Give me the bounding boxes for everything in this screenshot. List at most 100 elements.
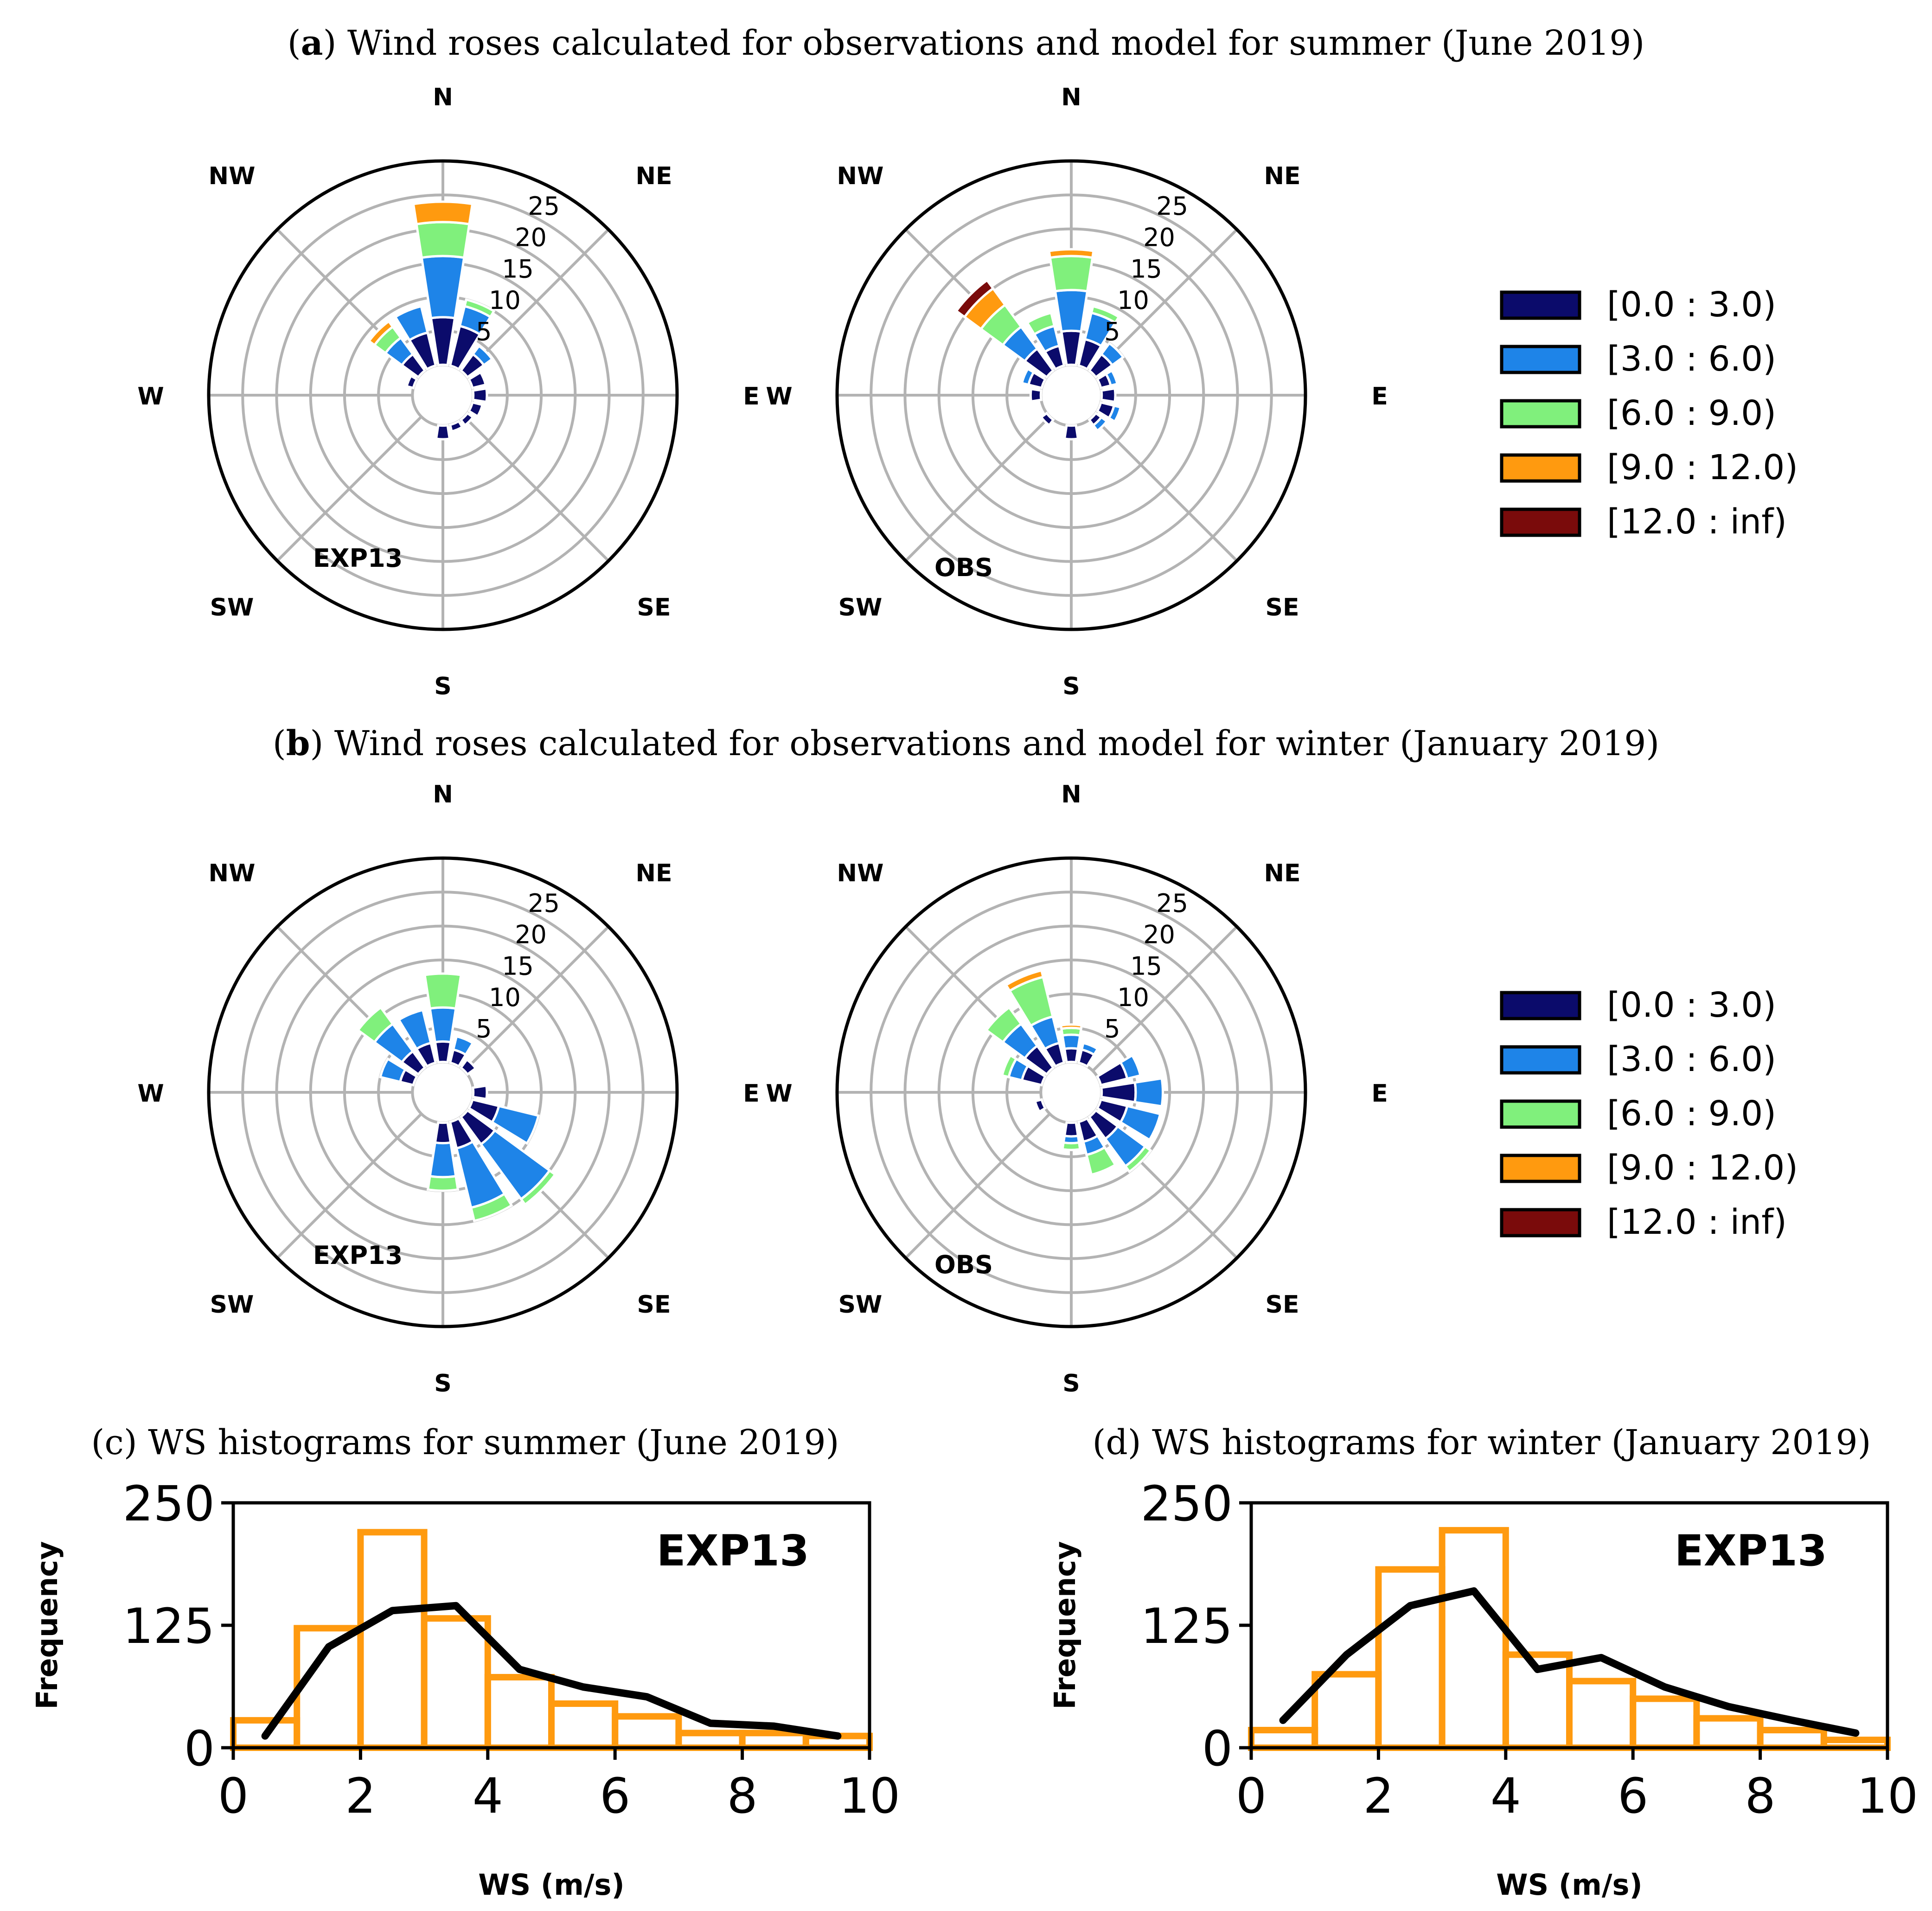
- direction-label-s: S: [1062, 673, 1080, 700]
- rose-frame: [207, 159, 679, 631]
- title-b-letter: b: [286, 724, 310, 763]
- y-tick-label: 0: [1202, 1720, 1233, 1777]
- radial-tick-label: 20: [515, 920, 547, 949]
- y-tick-label: 250: [122, 1475, 215, 1532]
- hist-bar: [675, 1730, 746, 1751]
- wedge: [1020, 367, 1036, 386]
- direction-label-sw: SW: [838, 1291, 883, 1319]
- radial-tick-label: 5: [1104, 1014, 1120, 1044]
- direction-label-s: S: [1062, 1370, 1080, 1398]
- legend-swatch: [1500, 1045, 1581, 1075]
- legend-label: [0.0 : 3.0): [1607, 985, 1776, 1025]
- grid-spoke: [463, 925, 610, 1072]
- wedge: [429, 1006, 457, 1044]
- direction-label-se: SE: [1266, 1291, 1299, 1319]
- wedge: [1104, 369, 1119, 387]
- legend-swatch: [1500, 991, 1581, 1020]
- wedge: [519, 1169, 557, 1206]
- radial-tick-label: 15: [1130, 951, 1162, 981]
- grid-spoke: [904, 1113, 1051, 1259]
- wedge: [394, 305, 429, 342]
- wedge: [420, 255, 466, 320]
- grid-spoke: [276, 416, 422, 562]
- radial-tick-label: 10: [1117, 983, 1149, 1012]
- radial-tick-label: 25: [528, 889, 560, 918]
- density-line: [261, 1602, 842, 1740]
- grid-spoke: [1092, 416, 1238, 562]
- wedge: [429, 1141, 457, 1179]
- hist-bar: [1566, 1678, 1637, 1751]
- density-line: [1279, 1587, 1860, 1737]
- wedge: [1063, 424, 1080, 441]
- wedge: [448, 419, 464, 433]
- direction-label-n: N: [433, 781, 453, 808]
- x-axis-label: WS (m/s): [1496, 1868, 1642, 1902]
- x-tick-label: 2: [1363, 1768, 1394, 1824]
- rose-frame: [207, 856, 679, 1328]
- direction-label-e: E: [1371, 383, 1388, 410]
- x-tick-label: 6: [1618, 1768, 1648, 1824]
- direction-label-w: W: [766, 383, 792, 410]
- wedge: [1004, 969, 1045, 993]
- wedge: [1085, 1146, 1117, 1176]
- legend-label: [9.0 : 12.0): [1607, 1148, 1798, 1188]
- wedge: [490, 1104, 540, 1145]
- direction-label-n: N: [1061, 83, 1081, 111]
- wedge: [379, 1057, 407, 1084]
- legend-label: [6.0 : 9.0): [1607, 1094, 1776, 1134]
- hist-bar: [484, 1674, 555, 1751]
- direction-label-sw: SW: [838, 594, 883, 622]
- hist-tag: EXP13: [657, 1526, 809, 1576]
- wedge: [434, 1121, 452, 1145]
- legend-label: [0.0 : 3.0): [1607, 285, 1776, 325]
- wedge: [1025, 311, 1056, 336]
- legend-swatch: [1500, 1208, 1581, 1238]
- direction-label-w: W: [766, 1080, 792, 1108]
- direction-label-ne: NE: [1264, 162, 1300, 190]
- radial-tick-label: 20: [515, 223, 547, 252]
- legend-label: [12.0 : inf): [1607, 1202, 1787, 1242]
- y-tick-label: 125: [122, 1598, 215, 1654]
- wedge: [1100, 1081, 1137, 1104]
- title-b: (b) Wind roses calculated for observatio…: [273, 724, 1659, 763]
- radial-tick-label: 25: [528, 192, 560, 221]
- panel-label: EXP13: [313, 1241, 403, 1270]
- direction-label-w: W: [137, 383, 164, 410]
- wedge: [467, 401, 484, 418]
- direction-label-n: N: [1061, 781, 1081, 808]
- wedge: [426, 1174, 460, 1192]
- legend-swatch: [1500, 1099, 1581, 1129]
- radial-tick-label: 20: [1143, 223, 1175, 252]
- wedge: [434, 1040, 452, 1064]
- hist-bar: [612, 1713, 682, 1751]
- histogram-winter: 0 2 4 6 8 10 0 125 250 WS (m/s) Frequency EXP13: [1048, 1475, 1918, 1902]
- wedge: [452, 1035, 474, 1057]
- hist-bar: [421, 1615, 491, 1751]
- x-tick-label: 4: [1491, 1768, 1521, 1824]
- grid-spoke: [276, 1113, 422, 1259]
- direction-label-e: E: [743, 1080, 760, 1108]
- x-tick-label: 0: [1236, 1768, 1267, 1824]
- y-tick-label: 125: [1140, 1598, 1233, 1654]
- wedge: [1100, 341, 1125, 367]
- wedge: [469, 1192, 513, 1223]
- direction-label-ne: NE: [635, 162, 672, 190]
- x-tick-label: 8: [1745, 1768, 1776, 1824]
- wedge: [1063, 1047, 1080, 1064]
- wedge: [1054, 289, 1089, 333]
- wedge: [435, 424, 451, 441]
- wedge: [1061, 1033, 1081, 1051]
- hist-bar: [357, 1529, 428, 1751]
- radial-tick-label: 10: [489, 983, 521, 1012]
- hist-bar: [1375, 1566, 1446, 1751]
- radial-tick-label: 5: [476, 317, 492, 346]
- radial-tick-label: 15: [502, 254, 534, 283]
- rose-frame: [835, 856, 1307, 1328]
- grid-spoke: [1092, 925, 1238, 1072]
- wedge: [1029, 387, 1043, 403]
- radial-tick-label: 25: [1156, 889, 1188, 918]
- direction-label-ne: NE: [1264, 859, 1300, 887]
- wedge: [1063, 1121, 1080, 1138]
- wedge: [1107, 404, 1122, 423]
- panel-label: OBS: [934, 553, 993, 582]
